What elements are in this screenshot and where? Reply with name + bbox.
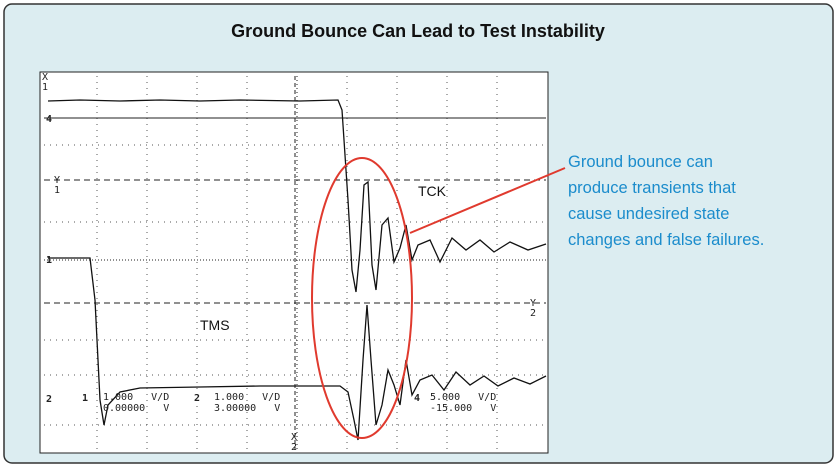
cursor-label: 1 [54, 185, 60, 196]
callout-line: produce transients that [568, 179, 736, 197]
readout-offset: 0.00000 V [103, 403, 169, 414]
figure: Ground Bounce Can Lead to Test Instabili… [0, 0, 838, 468]
readout-scale: 1.000 V/D [103, 392, 169, 403]
readout-offset: 3.00000 V [214, 403, 280, 414]
readout-scale: 1.000 V/D [214, 392, 280, 403]
readout-scale: 5.000 V/D [430, 392, 496, 403]
channel-marker: 1 [46, 255, 52, 266]
trace-label: TCK [418, 183, 447, 199]
trace-label: TMS [200, 317, 230, 333]
readout-channel: 1 [82, 393, 88, 404]
callout-line: Ground bounce can [568, 153, 713, 171]
readout-channel: 2 [194, 393, 200, 404]
callout-line: changes and false failures. [568, 231, 764, 249]
readout-channel: 4 [414, 393, 420, 404]
cursor-label: 1 [42, 82, 48, 93]
callout-line: cause undesired state [568, 205, 729, 223]
readout-offset: -15.000 V [430, 403, 496, 414]
title: Ground Bounce Can Lead to Test Instabili… [231, 21, 605, 41]
cursor-label: 2 [291, 442, 297, 453]
channel-marker: 4 [46, 114, 52, 125]
channel-marker: 2 [46, 394, 52, 405]
cursor-label: 2 [530, 308, 536, 319]
